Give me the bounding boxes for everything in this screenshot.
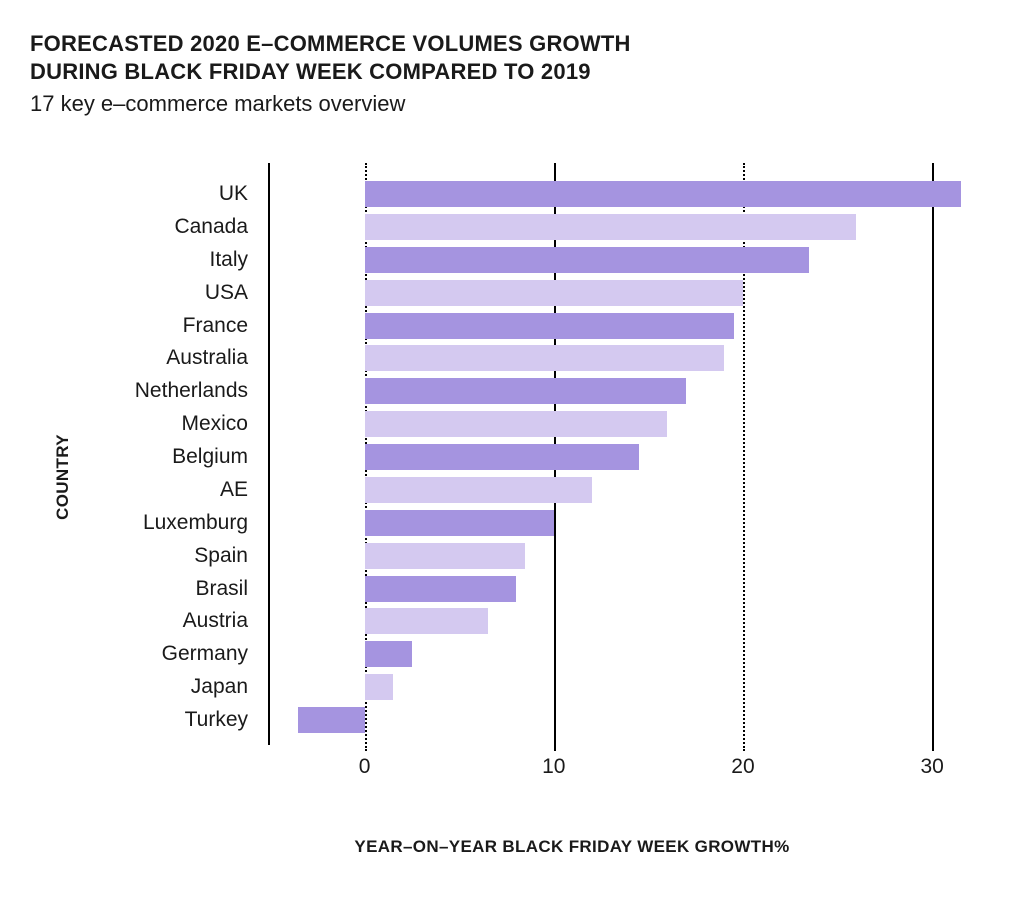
bar-row — [270, 313, 970, 339]
bar-row — [270, 674, 970, 700]
chart-subtitle: 17 key e–commerce markets overview — [30, 91, 994, 117]
bar — [365, 181, 961, 207]
bar — [298, 707, 364, 733]
category-label: UK — [30, 181, 258, 207]
chart-title-line2: DURING BLACK FRIDAY WEEK COMPARED TO 201… — [30, 59, 591, 84]
bar — [365, 543, 526, 569]
bar-row — [270, 707, 970, 733]
x-tick-label: 30 — [920, 755, 943, 779]
bar — [365, 608, 488, 634]
bar-row — [270, 411, 970, 437]
x-tick-labels: 0 10 20 30 — [270, 755, 970, 785]
bar — [365, 576, 516, 602]
chart-title-line1: FORECASTED 2020 E–COMMERCE VOLUMES GROWT… — [30, 31, 631, 56]
bar — [365, 313, 734, 339]
bar-row — [270, 608, 970, 634]
category-label: Mexico — [30, 411, 258, 437]
category-label: Netherlands — [30, 378, 258, 404]
plot-area: 0102030 — [270, 167, 970, 747]
bar-row — [270, 345, 970, 371]
bar-row — [270, 247, 970, 273]
category-label: Austria — [30, 608, 258, 634]
x-tick-label: 10 — [542, 755, 565, 779]
category-labels: UK Canada Italy USA France Australia Netherlan… — [30, 181, 258, 733]
bar-row — [270, 444, 970, 470]
x-tick-label: 0 — [359, 755, 371, 779]
category-label: Belgium — [30, 444, 258, 470]
category-label: Turkey — [30, 707, 258, 733]
bar — [365, 641, 412, 667]
bar — [365, 674, 393, 700]
bar-row — [270, 181, 970, 207]
bar — [365, 444, 639, 470]
chart-container: COUNTRY UKCanadaItalyUSAFranceAustraliaN… — [30, 167, 990, 787]
bar-row — [270, 543, 970, 569]
bar-row — [270, 576, 970, 602]
category-label: Brasil — [30, 576, 258, 602]
bar — [365, 280, 743, 306]
bar — [365, 411, 668, 437]
bar — [365, 378, 687, 404]
bars-group — [270, 181, 970, 733]
bar — [365, 214, 857, 240]
bar-row — [270, 510, 970, 536]
x-tick-label: 20 — [731, 755, 754, 779]
category-label: Italy — [30, 247, 258, 273]
category-label: Spain — [30, 543, 258, 569]
category-label: Canada — [30, 214, 258, 240]
category-label: USA — [30, 280, 258, 306]
bar — [365, 510, 554, 536]
bar-row — [270, 378, 970, 404]
bar-row — [270, 477, 970, 503]
category-label: Australia — [30, 345, 258, 371]
category-label: Japan — [30, 674, 258, 700]
bar — [365, 477, 592, 503]
category-label: France — [30, 313, 258, 339]
bar-row — [270, 641, 970, 667]
category-label: AE — [30, 477, 258, 503]
bar — [365, 247, 810, 273]
bar-row — [270, 280, 970, 306]
bar — [365, 345, 724, 371]
x-axis-title: YEAR–ON–YEAR BLACK FRIDAY WEEK GROWTH% — [150, 837, 994, 857]
category-label: Germany — [30, 641, 258, 667]
bar-row — [270, 214, 970, 240]
category-label: Luxemburg — [30, 510, 258, 536]
chart-title: FORECASTED 2020 E–COMMERCE VOLUMES GROWT… — [30, 30, 994, 85]
